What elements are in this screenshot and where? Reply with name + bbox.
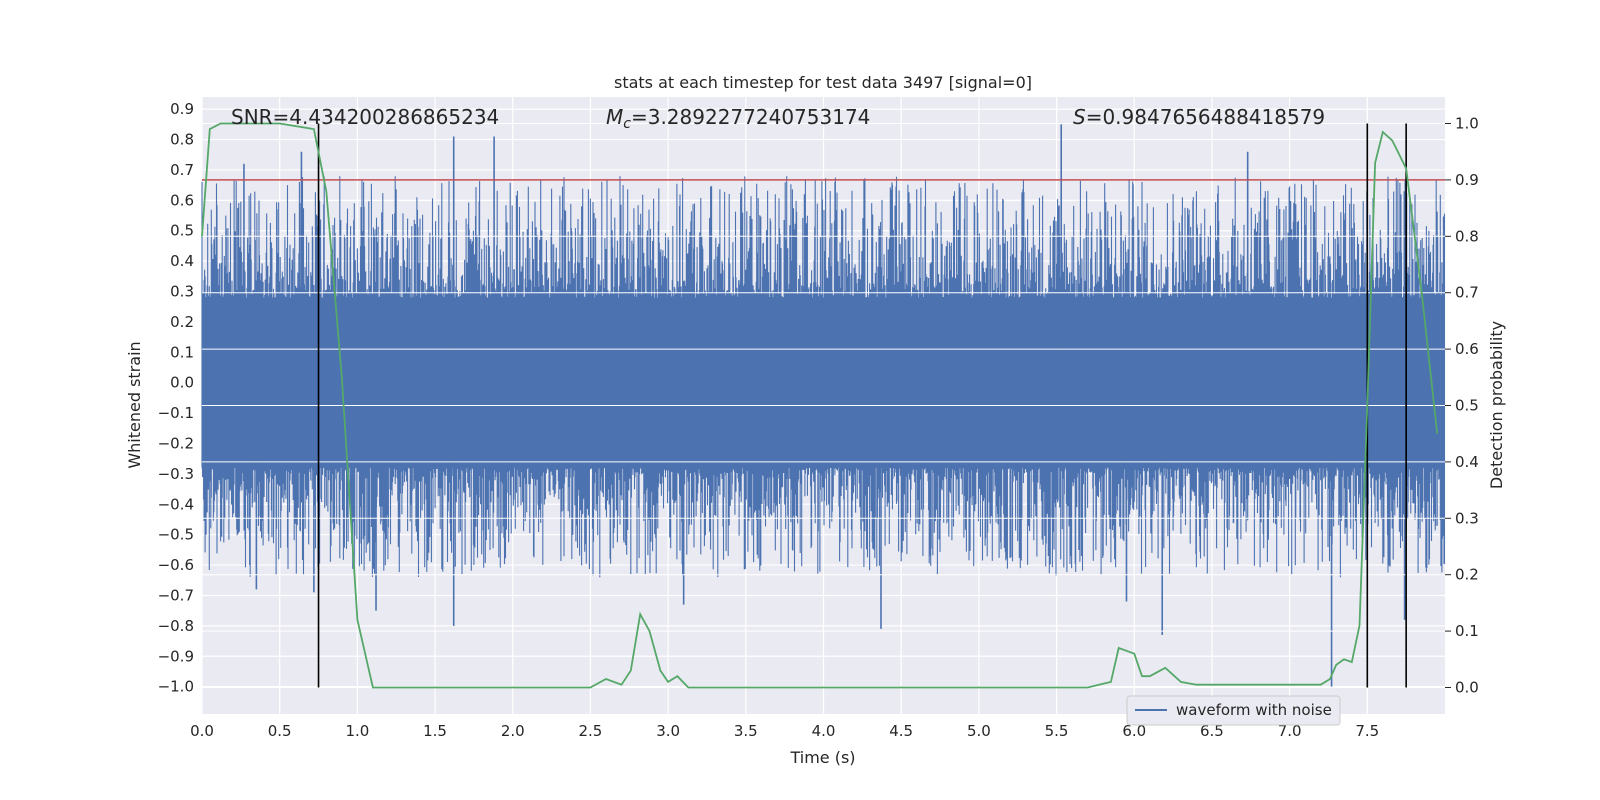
x-tick-label: 5.0 (967, 722, 991, 740)
x-tick-label: 7.5 (1355, 722, 1379, 740)
x-tick-label: 7.0 (1278, 722, 1302, 740)
y-right-tick-label: 0.6 (1455, 340, 1479, 358)
x-tick-label: 4.5 (889, 722, 913, 740)
y-right-tick-label: 0.2 (1455, 566, 1479, 584)
x-tick-label: 5.5 (1045, 722, 1069, 740)
y-left-tick-label: 0.9 (170, 100, 194, 118)
y-left-tick-label: −0.4 (158, 495, 194, 513)
x-tick-label: 4.0 (812, 722, 836, 740)
y-left-tick-label: −0.8 (158, 617, 194, 635)
x-tick-label: 3.5 (734, 722, 758, 740)
y-left-tick-label: 0.4 (170, 252, 194, 270)
x-tick-label: 3.0 (656, 722, 680, 740)
strain-core-band (202, 297, 1445, 465)
y-right-tick-label: 0.0 (1455, 678, 1479, 696)
y-right-tick-label: 1.0 (1455, 115, 1479, 133)
y-left-tick-label: 0.0 (170, 374, 194, 392)
mc-value: =3.2892277240753174 (631, 105, 870, 129)
probability-line (201, 122, 1439, 689)
y-left-tick-label: 0.6 (170, 191, 194, 209)
y-right-tick-label: 0.7 (1455, 284, 1479, 302)
s-value: =0.9847656488418579 (1086, 105, 1325, 129)
x-tick-label: 0.5 (268, 722, 292, 740)
x-axis-label: Time (s) (789, 748, 855, 767)
strain-series (201, 124, 1446, 687)
chart-title: stats at each timestep for test data 349… (614, 73, 1032, 92)
y-left-tick-label: 0.5 (170, 222, 194, 240)
y-left-tick-label: −0.2 (158, 434, 194, 452)
y-left-tick-label: −1.0 (158, 678, 194, 696)
x-tick-label: 2.5 (579, 722, 603, 740)
legend-label: waveform with noise (1176, 701, 1332, 719)
ticks: 0.0 0.5 1.0 1.5 2.0 2.5 3.0 3.5 4.0 4.5 5.0 5.5 6.0 6… (158, 100, 1479, 740)
legend-box (1126, 695, 1341, 726)
s-annotation: S=0.9847656488418579 (1073, 105, 1325, 129)
y-left-tick-label: 0.3 (170, 283, 194, 301)
y-left-tick-label: 0.8 (170, 131, 194, 149)
y-right-tick-label: 0.4 (1455, 453, 1479, 471)
y-left-tick-label: −0.6 (158, 556, 194, 574)
x-tick-label: 2.0 (501, 722, 525, 740)
mc-subscript: c (623, 116, 631, 132)
y-axis-left-label: Whitened strain (125, 341, 144, 468)
y-right-tick-label: 0.9 (1455, 171, 1479, 189)
y-left-tick-label: 0.2 (170, 313, 194, 331)
y-left-tick-label: 0.1 (170, 343, 194, 361)
y-right-tick-label: 0.8 (1455, 227, 1479, 245)
y-left-tick-label: −0.3 (158, 465, 194, 483)
x-tick-label: 1.5 (423, 722, 447, 740)
x-tick-label: 6.5 (1200, 722, 1224, 740)
y-right-tick-label: 0.5 (1455, 397, 1479, 415)
y-right-tick-label: 0.3 (1455, 509, 1479, 527)
snr-annotation: SNR=4.434200286865234 (231, 105, 499, 129)
y-left-tick-label: −0.5 (158, 526, 194, 544)
x-tick-label: 6.0 (1122, 722, 1146, 740)
legend: waveform with noise (1126, 695, 1341, 726)
y-left-tick-label: −0.1 (158, 404, 194, 422)
mc-symbol: M (606, 105, 623, 129)
y-left-tick-label: −0.9 (158, 647, 194, 665)
s-symbol: S (1073, 105, 1086, 129)
x-tick-label: 1.0 (345, 722, 369, 740)
overlays (201, 122, 1445, 689)
y-axis-right-label: Detection probability (1487, 321, 1506, 489)
y-right-tick-label: 0.1 (1455, 622, 1479, 640)
y-left-tick-label: 0.7 (170, 161, 194, 179)
x-tick-label: 0.0 (190, 722, 214, 740)
mc-annotation: Mc=3.2892277240753174 (606, 105, 870, 132)
y-left-tick-label: −0.7 (158, 586, 194, 604)
